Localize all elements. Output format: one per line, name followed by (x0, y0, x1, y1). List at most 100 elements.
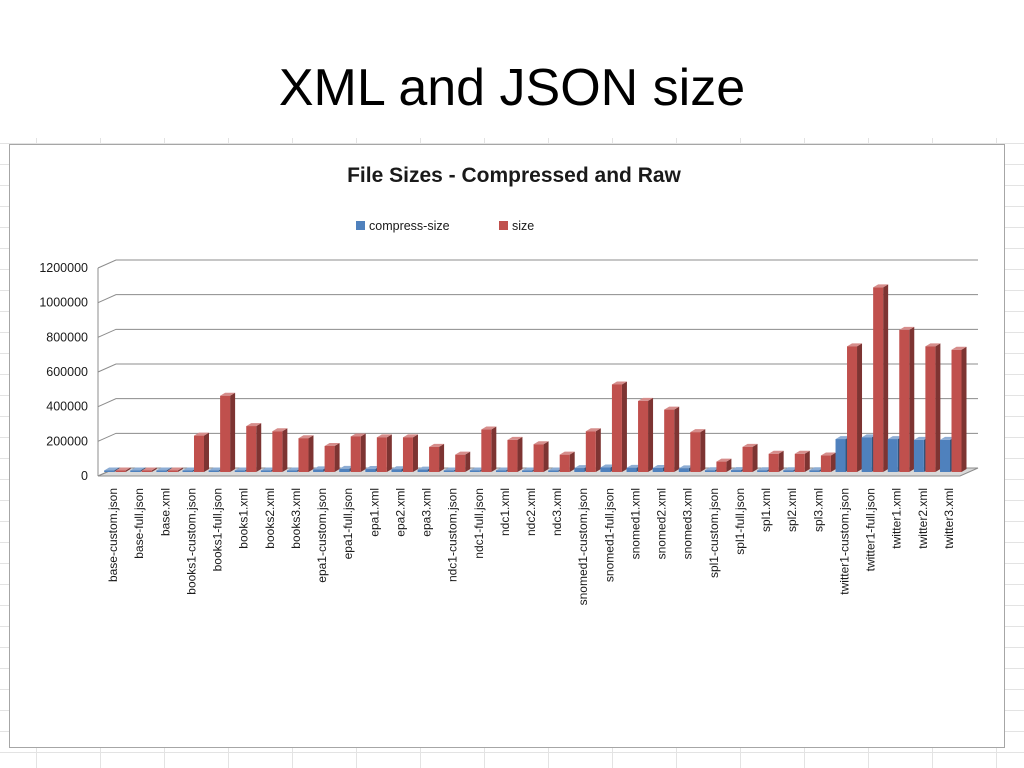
bar-size-snomed1-full.json (611, 381, 627, 472)
bar-front (731, 470, 742, 472)
x-tick-label: books1-custom.json (184, 488, 198, 595)
bar-size-base.xml (167, 467, 183, 472)
bar-top (652, 465, 668, 469)
bar-top (887, 436, 903, 440)
bar-front (350, 436, 361, 472)
bar-size-ndc1-full.json (481, 426, 497, 472)
x-tick-label: base-custom.json (106, 488, 120, 582)
x-tick-label: spl1-custom.json (707, 488, 721, 578)
bar-top (626, 464, 642, 468)
x-tick-label: spl1-full.json (733, 488, 747, 555)
y-axis-ticks: 0 200000 400000 600000 800000 1000000 1200000 (39, 261, 88, 483)
bar-top (757, 467, 773, 471)
bar-front (455, 454, 466, 472)
bar-top (220, 392, 236, 396)
bar-front (664, 409, 675, 472)
x-tick-label: spl3.xml (811, 488, 825, 532)
bar-top (298, 435, 314, 439)
bar-size-base-full.json (141, 467, 157, 472)
bar-side (334, 443, 340, 472)
bar-front (167, 470, 178, 472)
chart-frame[interactable]: File Sizes - Compressed and Raw compress… (9, 144, 1005, 748)
bar-front (376, 437, 387, 472)
bar-top (469, 467, 485, 471)
bar-top (559, 451, 575, 455)
bar-side (674, 406, 680, 472)
bar-side (857, 343, 863, 472)
x-tick-label: epa1.xml (367, 488, 381, 537)
bar-size-books1-full.json (220, 392, 236, 472)
bar-front (704, 470, 715, 472)
bar-front (742, 446, 753, 472)
x-tick-label: ndc1.xml (498, 488, 512, 536)
bar-front (626, 467, 637, 472)
x-tick-label: spl1.xml (759, 488, 773, 532)
bar-front (141, 470, 152, 472)
bar-front (402, 437, 413, 472)
bar-front (533, 444, 544, 472)
bar-front (716, 461, 727, 472)
bar-side (230, 392, 236, 472)
bar-top (246, 423, 262, 427)
bar-top (899, 326, 915, 330)
bar-size-books2.xml (272, 428, 288, 472)
bar-top (847, 343, 863, 347)
y-tick-label: 600000 (46, 365, 88, 379)
bar-front (809, 470, 820, 472)
x-tick-label: books3.xml (289, 488, 303, 549)
bar-front (611, 384, 622, 472)
bar-front (757, 470, 768, 472)
bar-size-ndc1.xml (507, 436, 523, 472)
bar-front (783, 470, 794, 472)
bar-top (638, 397, 654, 401)
legend-swatch-size (499, 221, 508, 230)
bar-top (820, 452, 836, 456)
x-tick-label: epa2.xml (393, 488, 407, 537)
bar-front (820, 455, 831, 472)
x-tick-label: snomed2.xml (655, 488, 669, 559)
bar-size-epa2.xml (402, 434, 418, 472)
bar-size-ndc3.xml (559, 451, 575, 472)
bar-top (574, 465, 590, 469)
chart-bars (104, 284, 967, 472)
legend-label-compress-size: compress-size (369, 219, 450, 233)
bar-top (455, 451, 471, 455)
bar-front (899, 329, 910, 472)
bar-size-ndc2.xml (533, 441, 549, 472)
y-tick-label: 0 (81, 469, 88, 483)
x-tick-label: epa1-custom.json (315, 488, 329, 583)
bar-side (412, 434, 418, 472)
bar-side (648, 397, 654, 472)
bar-front (940, 439, 951, 472)
bar-front (768, 453, 779, 472)
bar-side (256, 423, 262, 472)
bar-top (522, 467, 538, 471)
bar-front (115, 470, 126, 472)
bar-side (621, 381, 627, 472)
bar-top (611, 381, 627, 385)
bar-side (569, 451, 575, 472)
x-tick-label: twitter3.xml (942, 488, 956, 549)
slide-title: XML and JSON size (278, 59, 746, 117)
bar-top (783, 467, 799, 471)
x-tick-label: ndc1-full.json (472, 488, 486, 559)
x-tick-label: ndc1-custom.json (446, 488, 460, 582)
bar-side (282, 428, 288, 472)
bar-top (913, 436, 929, 440)
bar-front (678, 468, 689, 472)
bar-top (925, 343, 941, 347)
chart-legend[interactable]: compress-size size (356, 219, 534, 233)
x-tick-label: base.xml (158, 488, 172, 536)
bar-front (847, 346, 858, 472)
bar-front (182, 470, 193, 472)
bar-side (386, 434, 392, 472)
bar-top (495, 467, 511, 471)
x-tick-label: snomed1-full.json (602, 488, 616, 582)
bar-top (272, 428, 288, 432)
bar-side (203, 432, 209, 472)
bar-side (125, 467, 131, 472)
bar-front (873, 287, 884, 472)
bar-size-twitter1.xml (899, 326, 915, 472)
bar-top (873, 284, 889, 288)
bar-side (308, 435, 314, 472)
